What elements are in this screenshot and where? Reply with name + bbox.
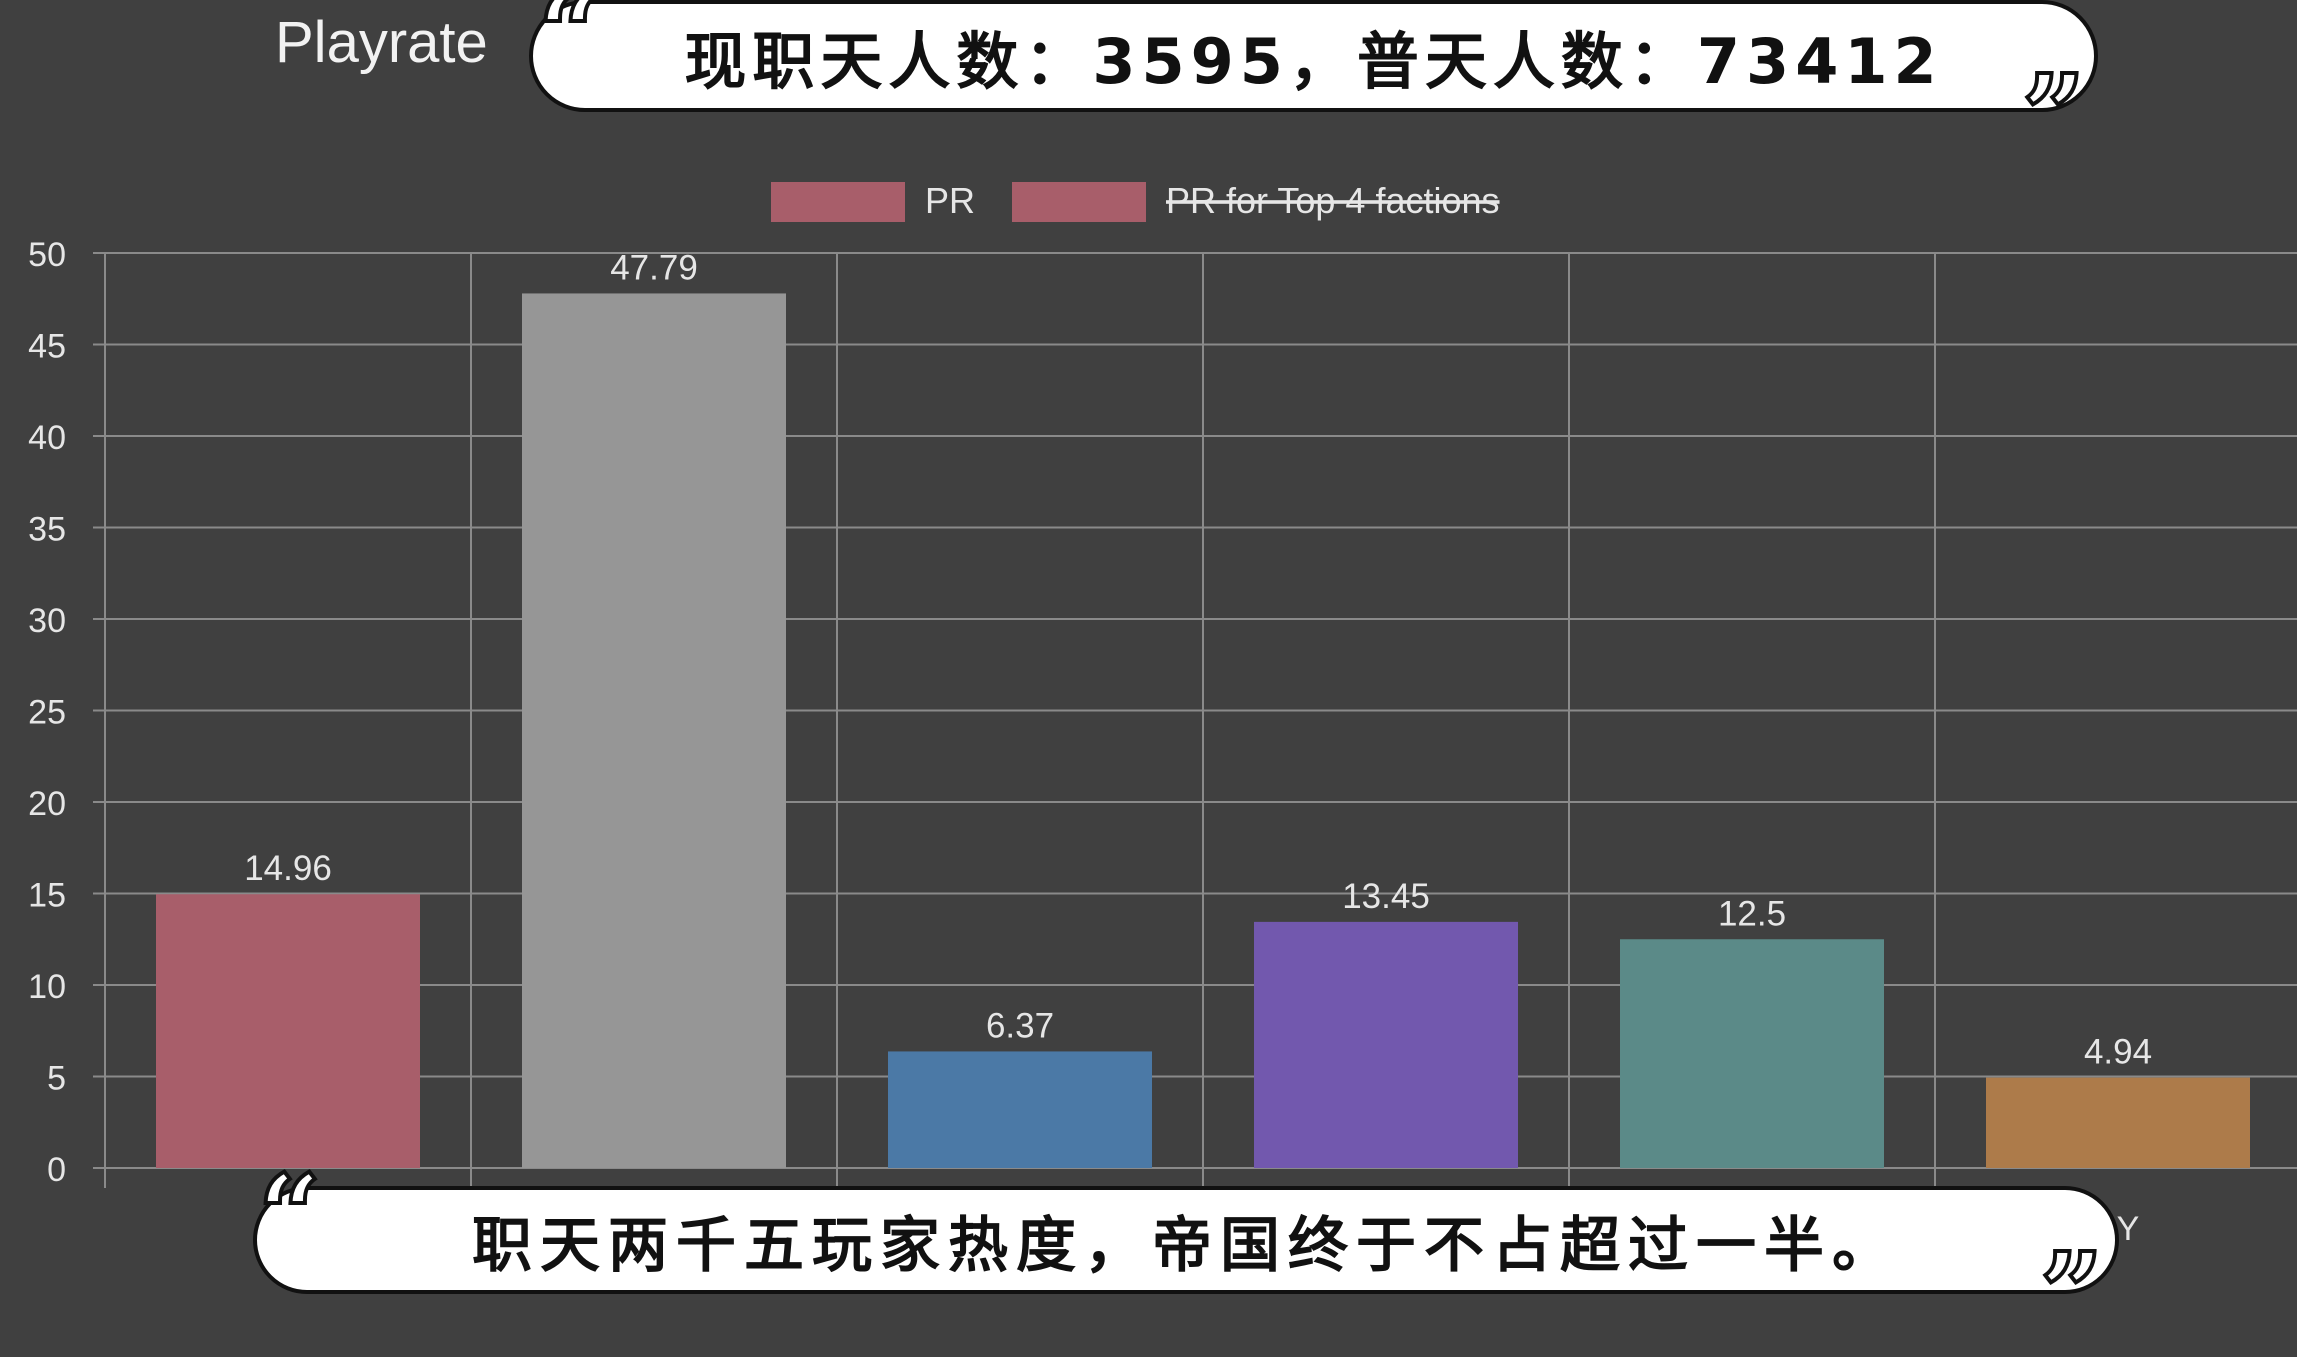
bar-2 [888, 1051, 1152, 1168]
caption-top-text: 现职天人数：3595，普天人数：73412 [684, 25, 1943, 98]
close-quote-top-icon: ” [2020, 50, 2087, 179]
open-quote-bottom-icon: “ [256, 1150, 323, 1279]
y-tick-label: 50 [28, 236, 66, 274]
legend-label-1: PR for Top 4 factions [1166, 180, 1500, 221]
y-tick-label: 20 [28, 785, 66, 823]
caption-top: 现职天人数：3595，普天人数：73412 [529, 0, 2098, 112]
close-quote-bottom-icon: ” [2038, 1228, 2105, 1357]
chart-title: Playrate [275, 10, 488, 75]
y-tick-label: 35 [28, 511, 66, 549]
bar-value-label-1: 47.79 [610, 248, 698, 287]
y-tick-label: 25 [28, 694, 66, 732]
y-tick-label: 10 [28, 968, 66, 1006]
bar-value-label-4: 12.5 [1718, 894, 1786, 933]
y-tick-label: 15 [28, 877, 66, 915]
bar-chart: Playrate PR PR for Top 4 factions 0 5 10 15 20 2… [28, 10, 2297, 1248]
bar-value-label-3: 13.45 [1342, 877, 1430, 916]
bar-value-label-0: 14.96 [244, 849, 332, 888]
y-tick-label: 45 [28, 328, 66, 366]
y-tick-label: 40 [28, 419, 66, 457]
legend-label-0: PR [925, 180, 975, 221]
y-tick-label: 0 [47, 1151, 66, 1189]
open-quote-top-icon: “ [536, 0, 603, 97]
caption-bottom: 职天两千五玩家热度，帝国终于不占超过一半。 [253, 1186, 2119, 1294]
y-tick-label: 30 [28, 602, 66, 640]
bar-1 [522, 293, 786, 1168]
bar-0 [156, 894, 420, 1168]
legend-swatch-0 [771, 182, 905, 222]
bar-5 [1986, 1077, 2250, 1168]
caption-bottom-text: 职天两千五玩家热度，帝国终于不占超过一半。 [472, 1210, 1900, 1281]
bar-value-label-2: 6.37 [986, 1006, 1054, 1045]
legend-swatch-1 [1012, 182, 1146, 222]
chart-stage: Playrate PR PR for Top 4 factions 0 5 10 15 20 2… [28, 0, 2297, 1350]
bar-4 [1620, 939, 1884, 1168]
y-tick-label: 5 [47, 1060, 66, 1098]
bar-3 [1254, 921, 1518, 1168]
x-category-label-5: Y [2117, 1210, 2140, 1248]
bar-value-label-5: 4.94 [2084, 1033, 2152, 1072]
